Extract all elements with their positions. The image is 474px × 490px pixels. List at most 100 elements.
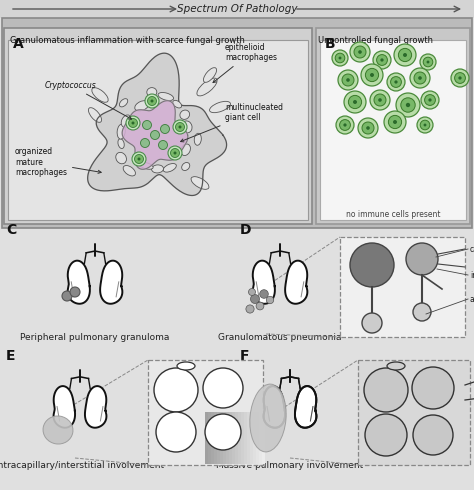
Circle shape bbox=[370, 90, 390, 110]
Bar bbox=[4, 28, 312, 224]
Circle shape bbox=[412, 367, 454, 409]
Text: Peripheral pulmonary granuloma: Peripheral pulmonary granuloma bbox=[20, 333, 170, 342]
Circle shape bbox=[132, 152, 146, 166]
Text: Intracapillary/interstitial involvement: Intracapillary/interstitial involvement bbox=[0, 461, 164, 470]
Circle shape bbox=[413, 303, 431, 321]
Circle shape bbox=[131, 122, 135, 124]
Ellipse shape bbox=[177, 362, 195, 370]
Text: multinucleated
giant cell: multinucleated giant cell bbox=[181, 102, 283, 142]
Circle shape bbox=[420, 54, 436, 70]
Bar bbox=[244, 412, 247, 464]
Ellipse shape bbox=[163, 164, 176, 172]
Circle shape bbox=[348, 96, 362, 109]
Bar bbox=[2, 18, 472, 228]
Circle shape bbox=[420, 120, 430, 130]
Ellipse shape bbox=[116, 152, 127, 164]
Ellipse shape bbox=[210, 101, 230, 113]
Polygon shape bbox=[264, 386, 285, 428]
Circle shape bbox=[179, 125, 182, 128]
Circle shape bbox=[175, 122, 184, 131]
Circle shape bbox=[425, 95, 436, 105]
Text: Granulomatous pneumonia: Granulomatous pneumonia bbox=[218, 333, 342, 342]
Circle shape bbox=[374, 94, 386, 106]
Circle shape bbox=[421, 91, 439, 109]
Circle shape bbox=[205, 414, 241, 450]
Polygon shape bbox=[253, 261, 275, 304]
Text: C: C bbox=[6, 223, 16, 237]
Text: epithelioid
macrophages: epithelioid macrophages bbox=[213, 43, 277, 83]
Ellipse shape bbox=[197, 78, 217, 96]
Ellipse shape bbox=[92, 88, 108, 102]
Circle shape bbox=[344, 91, 366, 113]
Circle shape bbox=[350, 42, 370, 62]
Ellipse shape bbox=[152, 165, 164, 173]
Circle shape bbox=[418, 76, 422, 80]
Text: organized
mature
macrophages: organized mature macrophages bbox=[15, 147, 101, 177]
Bar bbox=[316, 28, 470, 224]
FancyBboxPatch shape bbox=[340, 237, 465, 337]
Polygon shape bbox=[295, 386, 317, 428]
Circle shape bbox=[358, 118, 378, 138]
Text: Uncontrolled fungal growth: Uncontrolled fungal growth bbox=[318, 36, 433, 45]
Circle shape bbox=[332, 50, 348, 66]
Circle shape bbox=[401, 98, 415, 112]
Ellipse shape bbox=[158, 93, 173, 100]
Polygon shape bbox=[85, 386, 107, 428]
Polygon shape bbox=[122, 101, 188, 170]
Circle shape bbox=[403, 53, 407, 57]
Circle shape bbox=[388, 116, 401, 128]
Circle shape bbox=[70, 287, 80, 297]
Circle shape bbox=[154, 368, 198, 412]
Bar bbox=[8, 40, 308, 220]
Circle shape bbox=[387, 73, 405, 91]
Circle shape bbox=[365, 69, 379, 82]
Circle shape bbox=[424, 123, 427, 126]
Bar bbox=[223, 412, 226, 464]
Bar bbox=[235, 412, 238, 464]
Circle shape bbox=[173, 151, 176, 154]
Polygon shape bbox=[88, 53, 227, 196]
Bar bbox=[232, 412, 235, 464]
Circle shape bbox=[458, 76, 462, 79]
Circle shape bbox=[250, 294, 259, 303]
Circle shape bbox=[377, 54, 387, 65]
Circle shape bbox=[173, 120, 187, 134]
Circle shape bbox=[266, 296, 273, 304]
Circle shape bbox=[256, 302, 264, 310]
Circle shape bbox=[151, 99, 154, 102]
Text: D: D bbox=[240, 223, 252, 237]
Bar bbox=[247, 412, 250, 464]
Circle shape bbox=[410, 68, 430, 88]
Bar bbox=[259, 412, 262, 464]
Circle shape bbox=[353, 100, 357, 104]
Polygon shape bbox=[100, 261, 122, 304]
Circle shape bbox=[260, 290, 268, 298]
Circle shape bbox=[361, 64, 383, 86]
Text: no immune cells present: no immune cells present bbox=[346, 210, 440, 219]
Ellipse shape bbox=[89, 108, 101, 122]
Bar bbox=[256, 412, 259, 464]
Circle shape bbox=[158, 141, 167, 149]
Circle shape bbox=[246, 305, 254, 313]
Circle shape bbox=[248, 289, 255, 295]
Circle shape bbox=[380, 58, 383, 62]
Circle shape bbox=[137, 157, 140, 161]
Bar bbox=[262, 412, 265, 464]
Circle shape bbox=[171, 148, 180, 157]
Circle shape bbox=[364, 368, 408, 412]
Circle shape bbox=[394, 80, 398, 84]
Ellipse shape bbox=[180, 110, 190, 120]
Ellipse shape bbox=[119, 98, 128, 107]
Circle shape bbox=[338, 56, 341, 59]
Circle shape bbox=[406, 243, 438, 275]
Ellipse shape bbox=[194, 133, 201, 145]
Circle shape bbox=[427, 61, 429, 63]
Ellipse shape bbox=[43, 416, 73, 444]
Circle shape bbox=[336, 116, 354, 134]
Bar bbox=[250, 412, 253, 464]
Bar bbox=[217, 412, 220, 464]
Ellipse shape bbox=[250, 384, 286, 452]
Text: Massive pulmonary involvement: Massive pulmonary involvement bbox=[216, 461, 364, 470]
Bar bbox=[205, 412, 208, 464]
Bar bbox=[208, 412, 211, 464]
